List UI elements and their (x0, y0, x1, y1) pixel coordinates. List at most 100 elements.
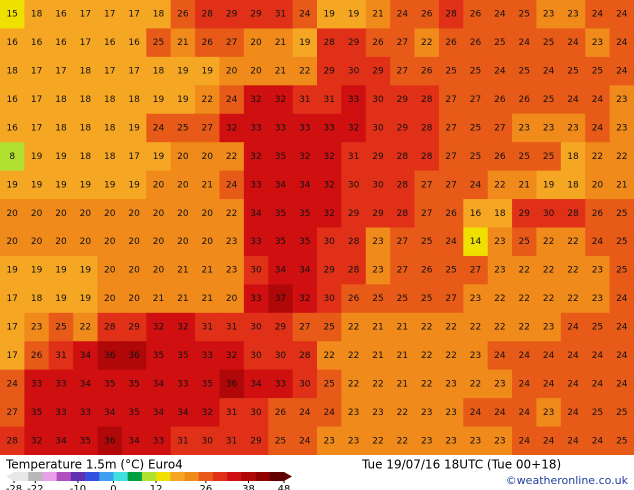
temperature-cell (341, 199, 367, 228)
temperature-cell (121, 398, 147, 428)
temperature-label: 29 (397, 95, 409, 105)
temperature-cell (365, 312, 391, 342)
temperature-label: 18 (104, 152, 116, 162)
temperature-cell (146, 341, 172, 371)
temperature-label: 18 (567, 180, 579, 190)
temperature-label: 25 (55, 323, 66, 333)
temperature-label: 30 (250, 266, 262, 276)
temperature-label: 27 (397, 67, 408, 77)
temperature-label: 33 (250, 180, 261, 190)
temperature-label: 18 (567, 152, 579, 162)
temperature-cell (268, 170, 294, 200)
temperature-label: 35 (153, 351, 164, 361)
temperature-label: 19 (348, 10, 360, 20)
temperature-cell (414, 227, 440, 257)
temperature-label: 24 (616, 351, 628, 361)
temperature-label: 20 (177, 180, 189, 190)
temperature-label: 24 (616, 294, 628, 304)
temperature-cell (146, 426, 172, 456)
temperature-cell (73, 199, 99, 228)
temperature-cell (73, 341, 99, 371)
temperature-cell (414, 199, 440, 228)
colorbar-segment (227, 472, 242, 481)
temperature-label: 22 (421, 38, 432, 48)
temperature-cell (317, 28, 342, 58)
temperature-cell (560, 369, 586, 399)
temperature-label: 23 (543, 323, 554, 333)
temperature-cell (463, 426, 489, 456)
temperature-cell (292, 398, 318, 428)
temperature-cell (438, 312, 464, 342)
temperature-label: 22 (494, 180, 505, 190)
temperature-cell (48, 369, 74, 399)
temperature-cell (195, 255, 220, 285)
temperature-label: 26 (31, 351, 43, 361)
temperature-label: 27 (421, 180, 432, 190)
temperature-label: 24 (592, 95, 604, 105)
temperature-cell (195, 199, 220, 228)
temperature-label: 26 (519, 95, 531, 105)
temperature-cell (512, 369, 537, 399)
temperature-cell (390, 312, 416, 342)
colorbar-tick-label: 48 (278, 484, 291, 490)
temperature-label: 22 (372, 436, 383, 446)
temperature-cell (24, 85, 50, 115)
temperature-cell (438, 369, 464, 399)
temperature-label: 35 (275, 237, 286, 247)
temperature-label: 23 (592, 294, 603, 304)
temperature-label: 35 (128, 379, 139, 389)
temperature-label: 31 (226, 436, 237, 446)
temperature-label: 16 (470, 209, 482, 219)
temperature-label: 32 (250, 95, 261, 105)
colorbar-segment (212, 472, 228, 481)
temperature-label: 24 (616, 67, 628, 77)
temperature-label: 23 (31, 323, 42, 333)
temperature-cell (317, 85, 342, 115)
temperature-label: 28 (421, 95, 433, 105)
temperature-label: 26 (177, 10, 189, 20)
temperature-label: 24 (323, 408, 335, 418)
temperature-label: 19 (153, 152, 165, 162)
temperature-label: 23 (592, 38, 603, 48)
temperature-label: 17 (6, 323, 17, 333)
temperature-cell (512, 426, 537, 456)
temperature-label: 20 (177, 209, 189, 219)
temperature-label: 33 (55, 379, 66, 389)
temperature-cell (414, 56, 440, 86)
temperature-label: 19 (299, 38, 311, 48)
temperature-label: 22 (519, 323, 530, 333)
temperature-label: 19 (177, 67, 189, 77)
temperature-label: 19 (202, 67, 214, 77)
colorbar-segment (99, 472, 114, 481)
temperature-label: 27 (226, 38, 237, 48)
temperature-label: 33 (80, 408, 91, 418)
temperature-cell (487, 0, 513, 29)
temperature-label: 18 (31, 10, 43, 20)
temperature-cell (195, 284, 220, 314)
temperature-cell (146, 0, 172, 29)
temperature-cell (609, 426, 634, 456)
temperature-cell (390, 0, 416, 29)
temperature-label: 22 (494, 323, 505, 333)
temperature-label: 24 (567, 323, 579, 333)
temperature-cell (487, 312, 513, 342)
temperature-cell (414, 0, 440, 29)
temperature-cell (341, 113, 367, 143)
temperature-cell (0, 341, 25, 371)
temperature-label: 28 (202, 10, 214, 20)
temperature-cell (536, 142, 562, 172)
temperature-cell (292, 170, 318, 200)
temperature-cell (243, 199, 269, 228)
colorbar-end (6, 472, 14, 481)
temperature-cell (512, 0, 537, 29)
temperature-label: 24 (616, 379, 628, 389)
temperature-cell (414, 312, 440, 342)
temperature-label: 21 (202, 294, 213, 304)
temperature-label: 29 (275, 323, 287, 333)
temperature-label: 24 (616, 323, 628, 333)
temperature-label: 22 (494, 294, 505, 304)
colorbar-segment (241, 472, 256, 481)
temperature-label: 20 (31, 237, 43, 247)
colorbar-tick-label: -28 (6, 484, 22, 490)
temperature-cell (365, 398, 391, 428)
